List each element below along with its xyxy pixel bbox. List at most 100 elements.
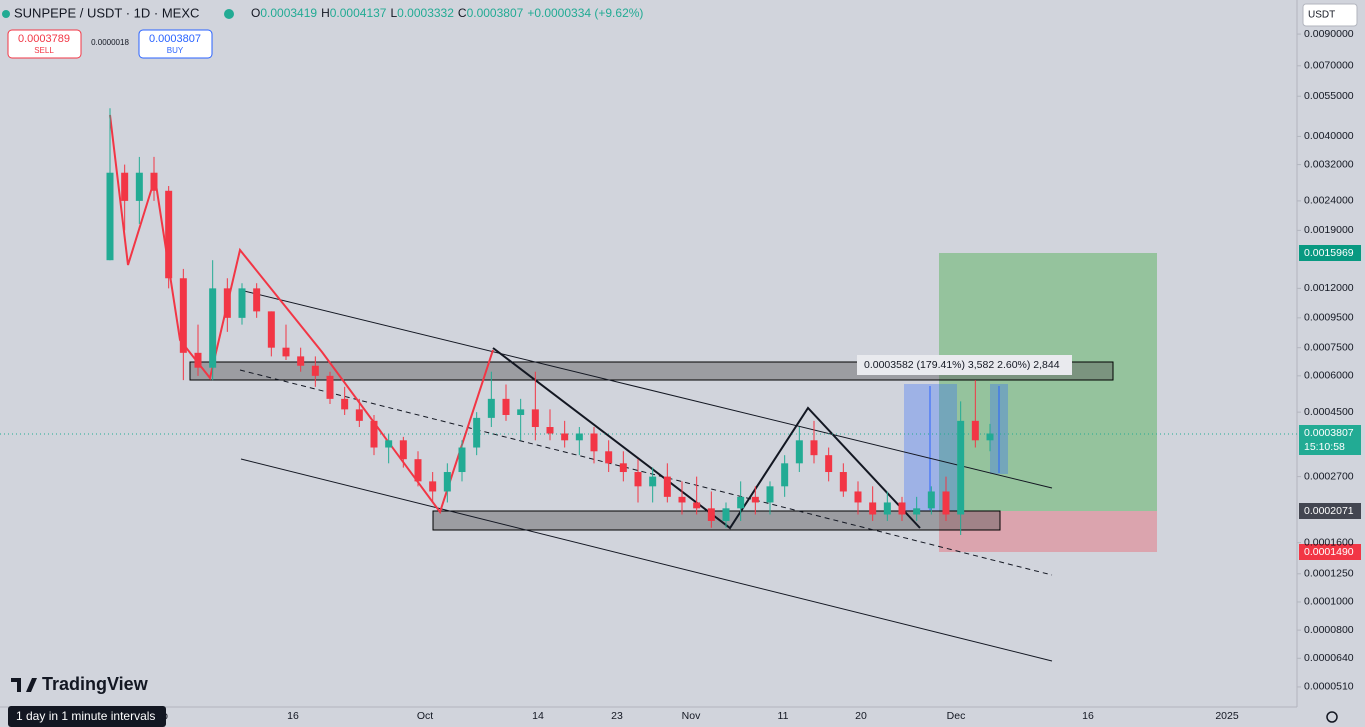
stop-price: 0.0001490 xyxy=(1304,546,1354,558)
candle-body xyxy=(194,352,202,368)
channel-mid[interactable] xyxy=(239,369,1053,576)
candle-body xyxy=(135,172,143,201)
candle-body xyxy=(605,451,613,464)
candle-body xyxy=(751,496,759,503)
countdown: 15:10:58 xyxy=(1304,441,1345,453)
o-value: 0.0003419 xyxy=(260,6,317,20)
buy-label: BUY xyxy=(167,46,184,55)
candle-body xyxy=(942,491,950,515)
x-tick-label: Nov xyxy=(682,710,701,722)
status-dot xyxy=(2,10,10,18)
y-tick-label: 0.0032000 xyxy=(1304,158,1354,170)
candle-body xyxy=(737,496,745,509)
candle-body xyxy=(825,455,833,473)
candle-body xyxy=(223,288,231,318)
candle-body xyxy=(209,288,217,368)
h-value: 0.0004137 xyxy=(330,6,387,20)
l-value: 0.0003332 xyxy=(397,6,454,20)
y-tick-label: 0.0006000 xyxy=(1304,370,1354,382)
measure-label-bg xyxy=(857,355,1072,375)
y-tick-label: 0.0040000 xyxy=(1304,130,1354,142)
candle-body xyxy=(385,440,393,448)
candle-body xyxy=(311,365,319,376)
target-price: 0.0015969 xyxy=(1304,247,1354,259)
entry-price: 0.0002071 xyxy=(1304,505,1354,517)
candle-body xyxy=(913,508,921,515)
y-tick-label: 0.0009500 xyxy=(1304,312,1354,324)
x-tick-label: 11 xyxy=(778,710,789,722)
candle-body xyxy=(678,496,686,503)
candle-body xyxy=(267,311,275,348)
candle-body xyxy=(106,172,114,261)
o-label: O xyxy=(251,6,260,20)
tv-logo-icon xyxy=(11,678,37,692)
currency-select[interactable] xyxy=(1302,3,1358,27)
candle-body xyxy=(238,288,246,318)
price-axis-bg xyxy=(1297,0,1365,727)
y-tick-label: 0.0002700 xyxy=(1304,470,1354,482)
candle-body xyxy=(869,502,877,515)
x-tick-label: Oct xyxy=(417,710,433,722)
candle-body xyxy=(766,486,774,503)
candle-body xyxy=(707,508,715,521)
candle-body xyxy=(883,502,891,515)
candle-body xyxy=(429,481,437,492)
stop-tag xyxy=(1299,544,1361,560)
y-tick-label: 0.0001250 xyxy=(1304,568,1354,580)
market-open-dot xyxy=(224,9,234,19)
y-tick-label: 0.0090000 xyxy=(1304,28,1354,40)
c-label: C xyxy=(458,6,467,20)
candle-body xyxy=(502,398,510,415)
candle-body xyxy=(165,190,173,279)
channel-upper[interactable] xyxy=(239,289,1053,489)
candle-body xyxy=(443,472,451,492)
candle-body xyxy=(898,502,906,515)
measure-label: 0.0003582 (179.41%) 3,582 2.60%) 2,844 xyxy=(864,359,1060,371)
currency: USDT xyxy=(1308,10,1335,21)
candle-body xyxy=(971,420,979,441)
y-tick-label: 0.0055000 xyxy=(1304,90,1354,102)
y-tick-label: 0.0004500 xyxy=(1304,406,1354,418)
long-stop-zone[interactable] xyxy=(939,511,1157,552)
spread: 0.0000018 xyxy=(91,38,129,47)
candle-body xyxy=(179,278,187,353)
candle-body xyxy=(986,433,994,441)
candle-body xyxy=(121,172,129,201)
h-label: H xyxy=(321,6,330,20)
support-box[interactable] xyxy=(432,510,1001,531)
channel-lower[interactable] xyxy=(240,458,1053,662)
interval-note: 1 day in 1 minute intervals xyxy=(16,709,155,723)
l-label: L xyxy=(390,6,397,20)
buy-button[interactable] xyxy=(138,29,213,59)
candle-body xyxy=(693,502,701,509)
c-value: 0.0003807 xyxy=(467,6,524,20)
candle-body xyxy=(810,440,818,456)
candle-body xyxy=(414,459,422,482)
candle-body xyxy=(634,472,642,487)
y-tick-label: 0.0000800 xyxy=(1304,624,1354,636)
symbol: SUNPEPE / USDT · 1D · MEXC xyxy=(14,5,199,20)
x-tick-label: 2025 xyxy=(1215,710,1239,722)
y-tick-label: 0.0001600 xyxy=(1304,536,1354,548)
candle-body xyxy=(927,491,935,509)
x-tick-label: 16 xyxy=(1082,710,1094,722)
sell-button[interactable] xyxy=(7,29,82,59)
zigzag-black[interactable] xyxy=(492,347,921,530)
current-tag xyxy=(1299,425,1361,455)
y-tick-label: 0.0019000 xyxy=(1304,224,1354,236)
candle-body xyxy=(370,420,378,448)
x-tick-label: Dec xyxy=(947,710,966,722)
y-tick-label: 0.0001000 xyxy=(1304,596,1354,608)
candle-body xyxy=(399,440,407,460)
candle-body xyxy=(649,476,657,487)
y-tick-label: 0.0007500 xyxy=(1304,341,1354,353)
entry-tag xyxy=(1299,503,1361,519)
candle-body xyxy=(517,409,525,415)
settings-icon[interactable] xyxy=(1326,711,1338,723)
candle-body xyxy=(854,491,862,503)
sell-price: 0.0003789 xyxy=(18,33,70,45)
buy-price: 0.0003807 xyxy=(149,33,201,45)
long-target-zone[interactable] xyxy=(939,253,1157,511)
candle-body xyxy=(458,447,466,473)
